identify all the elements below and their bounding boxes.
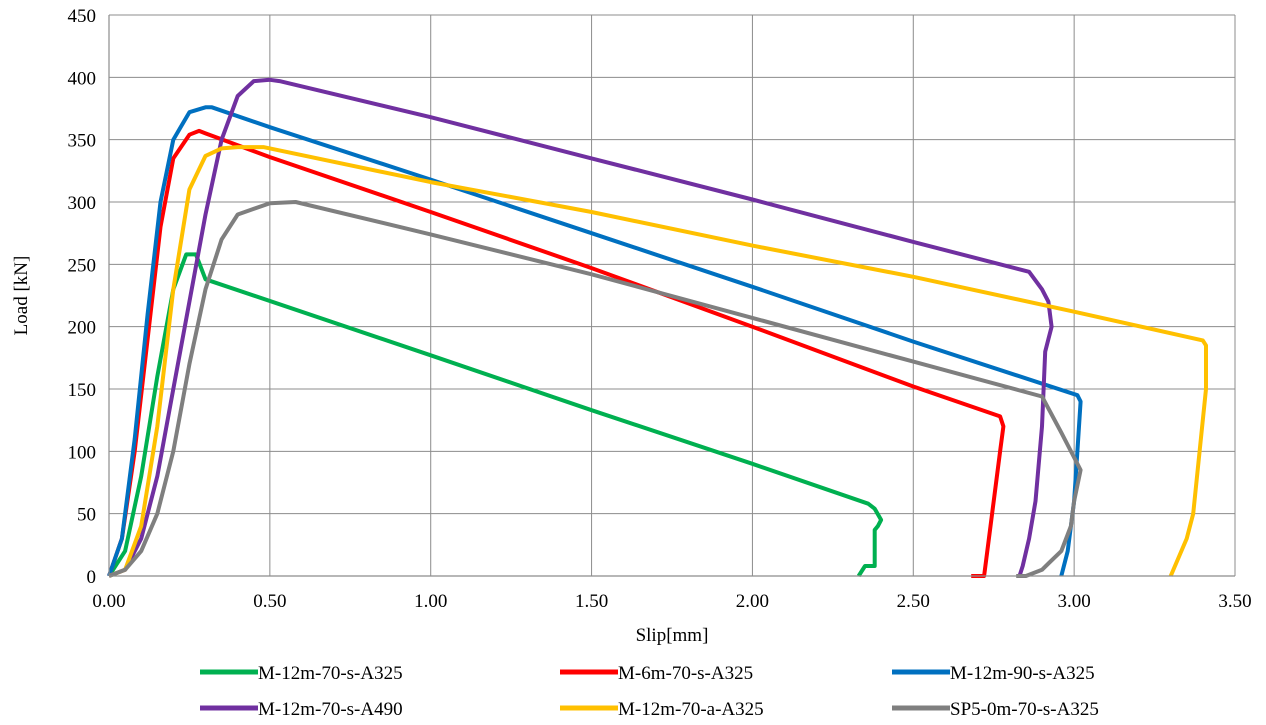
legend-item: M-12m-70-a-A325 [560, 699, 764, 720]
y-tick-label: 0 [87, 567, 97, 588]
y-tick-label: 200 [68, 318, 97, 339]
x-tick-label: 0.50 [253, 591, 286, 612]
series-layer [107, 77, 1208, 578]
x-axis-title: Slip[mm] [636, 625, 709, 646]
series-line-M-6m-70-s-A325 [107, 128, 1006, 578]
y-tick-labels: 0 50 100 150 200 250 300 350 400 450 [68, 6, 97, 588]
legend-item: M-12m-70-s-A325 [200, 663, 403, 684]
legend-item: M-6m-70-s-A325 [560, 663, 753, 684]
legend-item: M-12m-70-s-A490 [200, 699, 403, 720]
x-tick-label: 1.00 [414, 591, 447, 612]
y-axis-title: Load [kN] [11, 256, 32, 336]
legend: M-12m-70-s-A325 M-6m-70-s-A325 M-12m-90-s-… [200, 663, 1099, 720]
series-line-M-12m-70-s-A490 [108, 77, 1054, 578]
series-line-SP5-0m-70-s-A325 [108, 200, 1083, 578]
y-tick-label: 400 [68, 68, 97, 89]
legend-label: M-6m-70-s-A325 [618, 663, 753, 684]
series-line-M-12m-90-s-A325 [107, 105, 1083, 577]
x-tick-labels: 0.00 0.50 1.00 1.50 2.00 2.50 3.00 3.50 [92, 591, 1251, 612]
legend-item: SP5-0m-70-s-A325 [892, 699, 1099, 720]
y-tick-label: 350 [68, 131, 97, 152]
series-line-M-12m-70-a-A325 [108, 145, 1208, 578]
x-tick-label: 3.00 [1058, 591, 1091, 612]
y-tick-label: 100 [68, 442, 97, 463]
x-tick-label: 2.50 [897, 591, 930, 612]
y-tick-label: 300 [68, 193, 97, 214]
y-tick-label: 50 [77, 505, 96, 526]
legend-label: M-12m-90-s-A325 [950, 663, 1095, 684]
grid [109, 14, 1236, 576]
legend-item: M-12m-90-s-A325 [892, 663, 1095, 684]
legend-label: SP5-0m-70-s-A325 [950, 699, 1099, 720]
legend-label: M-12m-70-s-A490 [258, 699, 403, 720]
y-tick-label: 450 [68, 6, 97, 27]
x-tick-label: 0.00 [92, 591, 125, 612]
series-line-M-12m-70-s-A325 [107, 252, 884, 578]
legend-label: M-12m-70-s-A325 [258, 663, 403, 684]
x-tick-label: 1.50 [575, 591, 608, 612]
x-tick-label: 3.50 [1218, 591, 1251, 612]
y-tick-label: 250 [68, 255, 97, 276]
legend-label: M-12m-70-a-A325 [618, 699, 764, 720]
axes [108, 15, 1235, 577]
y-tick-label: 150 [68, 380, 97, 401]
x-tick-label: 2.00 [736, 591, 769, 612]
